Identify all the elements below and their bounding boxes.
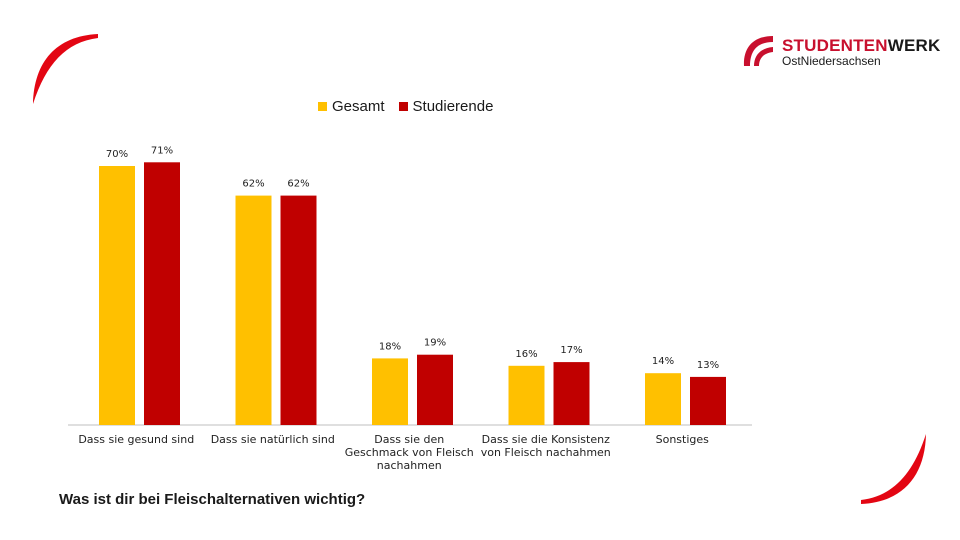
category-label-2-line-2: nachahmen — [377, 459, 442, 472]
data-label-gesamt-1: 62% — [242, 179, 264, 190]
legend-label-studierende: Studierende — [412, 98, 494, 115]
category-label-3-line-1: von Fleisch nachahmen — [481, 446, 611, 459]
data-label-studierende-2: 19% — [424, 338, 446, 349]
bar-gesamt-3 — [508, 365, 545, 425]
bar-gesamt-1 — [235, 195, 272, 425]
bar-studierende-0 — [144, 162, 180, 426]
corner-swoosh-bottom-right — [861, 434, 926, 504]
data-label-gesamt-0: 70% — [106, 149, 128, 160]
bar-gesamt-2 — [372, 358, 408, 425]
category-label-4: Sonstiges — [656, 433, 710, 446]
legend-item-studierende: Studierende — [398, 98, 494, 115]
brand-subtitle: OstNiedersachsen — [782, 54, 881, 68]
data-label-gesamt-3: 16% — [515, 349, 537, 360]
data-label-studierende-0: 71% — [151, 145, 173, 156]
legend-swatch-studierende — [398, 102, 408, 111]
legend-item-gesamt: Gesamt — [318, 98, 385, 115]
brand-name: STUDENTENWERK — [782, 37, 940, 54]
category-label-2-line-0: Dass sie den — [374, 433, 444, 446]
bar-gesamt-4 — [645, 373, 681, 425]
chart-legend: Gesamt Studierende — [318, 98, 507, 115]
data-label-studierende-3: 17% — [560, 345, 582, 356]
legend-label-gesamt: Gesamt — [332, 98, 385, 115]
data-label-studierende-4: 13% — [697, 360, 719, 371]
bar-studierende-4 — [690, 376, 726, 425]
survey-question: Was ist dir bei Fleischalternativen wich… — [59, 491, 366, 508]
data-label-studierende-1: 62% — [287, 179, 309, 190]
brand-name-part1: STUDENTEN — [782, 36, 888, 55]
data-label-gesamt-4: 14% — [652, 356, 674, 367]
category-label-2-line-1: Geschmack von Fleisch — [345, 446, 474, 459]
bar-gesamt-0 — [99, 166, 135, 425]
category-label-1: Dass sie natürlich sind — [211, 433, 335, 446]
corner-swoosh-top-left — [33, 34, 98, 104]
category-label-3-line-0: Dass sie die Konsistenz — [482, 433, 610, 446]
bar-studierende-2 — [417, 354, 453, 425]
category-label-0: Dass sie gesund sind — [78, 433, 194, 446]
data-label-gesamt-2: 18% — [379, 341, 401, 352]
brand-name-part2: WERK — [887, 36, 941, 55]
studentenwerk-logo-icon — [743, 36, 773, 66]
bar-studierende-1 — [280, 195, 317, 425]
legend-swatch-gesamt — [318, 102, 327, 111]
bar-studierende-3 — [553, 362, 590, 425]
